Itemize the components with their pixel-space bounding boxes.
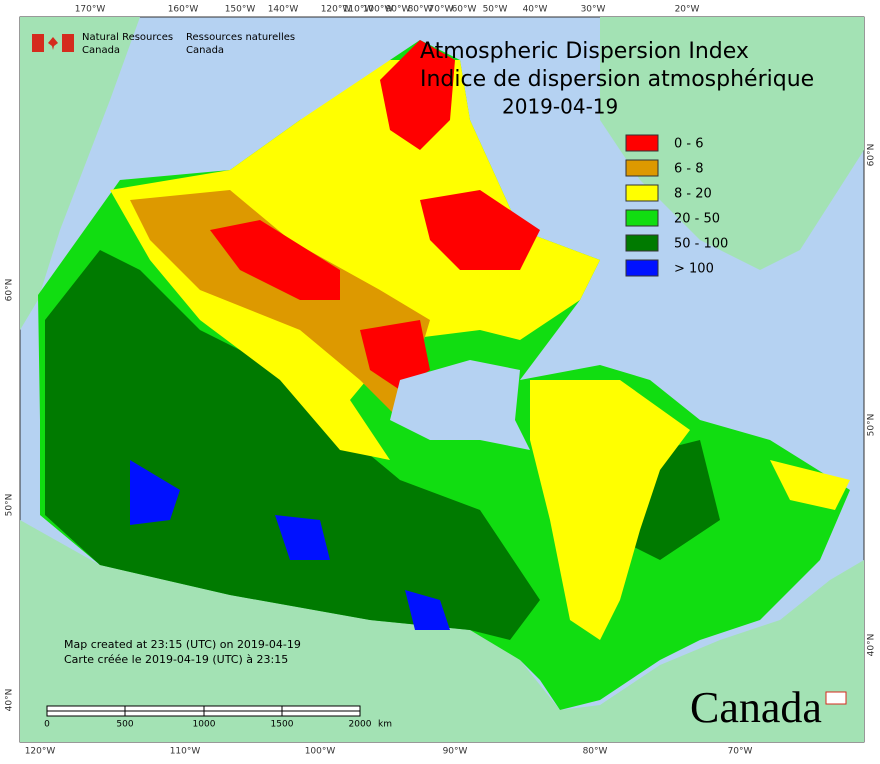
scale-label: 500 <box>116 720 133 730</box>
legend-label: 20 - 50 <box>674 212 720 227</box>
scale-segment <box>203 710 283 717</box>
graticule-label: 100°W <box>305 747 336 757</box>
alaska <box>20 17 140 330</box>
graticule-label: 40°N <box>5 689 15 712</box>
graticule-label: 150°W <box>225 5 256 15</box>
title-date: 2019-04-19 <box>502 95 618 119</box>
graticule-label: 160°W <box>168 5 199 15</box>
org-text: Canada <box>82 45 120 56</box>
graticule-label: 80°W <box>408 5 433 15</box>
graticule-label: 90°W <box>443 747 468 757</box>
zone <box>420 190 540 270</box>
graticule: 170°W 160°W 150°W 140°W 120°W110°W100°W90°W8… <box>5 5 877 757</box>
legend-label: 8 - 20 <box>674 187 712 202</box>
scale-bar: 0 500 1000 1500 2000 km <box>44 705 392 730</box>
org-text: Natural Resources <box>82 32 173 43</box>
graticule-label: 120°W <box>25 747 56 757</box>
wordmark: Canada <box>690 683 822 732</box>
legend-swatch <box>625 259 659 277</box>
zone <box>275 515 330 560</box>
graticule-label: 60°N <box>5 279 15 302</box>
graticule-label: 50°N <box>867 414 877 437</box>
legend-swatch <box>625 134 659 152</box>
graticule-label: 50°N <box>5 494 15 517</box>
scale-segment <box>46 710 126 717</box>
graticule-label: 70°W <box>429 5 454 15</box>
flag-bar <box>62 34 74 52</box>
graticule-label: 60°W <box>452 5 477 15</box>
flag-bar <box>32 34 44 52</box>
greenland <box>600 17 864 270</box>
note: Map created at 23:15 (UTC) on 2019-04-19 <box>64 638 301 651</box>
scale-label: 1500 <box>271 720 294 730</box>
scale-segment <box>281 705 361 712</box>
hudson-bay <box>390 360 530 450</box>
zone <box>405 590 450 630</box>
legend: 0 - 6 6 - 8 8 - 20 20 - 50 50 - 100 > 100 <box>625 134 728 277</box>
scale-label: 1000 <box>193 720 216 730</box>
graticule-label: 40°N <box>867 634 877 657</box>
legend-label: 50 - 100 <box>674 237 728 252</box>
note: Carte créée le 2019-04-19 (UTC) à 23:15 <box>64 653 288 666</box>
maple-leaf <box>48 37 58 50</box>
zone <box>360 320 430 390</box>
usa <box>20 520 864 742</box>
legend-swatch <box>625 234 659 252</box>
legend-swatch <box>625 209 659 227</box>
graticule-label: 40°W <box>523 5 548 15</box>
zone <box>130 190 430 420</box>
wordmark-flag <box>825 691 847 705</box>
zone <box>130 460 180 525</box>
org-text: Canada <box>186 45 224 56</box>
graticule-label: 100°W <box>363 5 394 15</box>
graticule-label: 110°W <box>343 5 374 15</box>
scale-label: 0 <box>44 720 50 730</box>
scale-unit: km <box>378 720 392 730</box>
legend-label: 0 - 6 <box>674 137 704 152</box>
zone <box>530 380 690 640</box>
scale-segment <box>203 705 283 712</box>
zone <box>110 60 600 460</box>
graticule-label: 70°W <box>728 747 753 757</box>
graticule-label: 20°W <box>675 5 700 15</box>
scale-segment <box>124 705 205 712</box>
graticule-label: 80°W <box>583 747 608 757</box>
zone <box>45 250 540 640</box>
legend-swatch <box>625 159 659 177</box>
graticule-label: 120°W <box>321 5 352 15</box>
scale-segment <box>124 710 205 717</box>
graticule-label: 50°W <box>483 5 508 15</box>
graticule-label: 60°N <box>867 144 877 167</box>
graticule-label: 90°W <box>386 5 411 15</box>
title: Indice de dispersion atmosphérique <box>420 67 814 92</box>
scale-segment <box>46 705 126 712</box>
zone <box>210 220 340 300</box>
legend-swatch <box>625 184 659 202</box>
graticule-label: 110°W <box>170 747 201 757</box>
legend-label: 6 - 8 <box>674 162 704 177</box>
legend-label: > 100 <box>674 262 714 277</box>
zone <box>770 460 850 510</box>
graticule-label: 140°W <box>268 5 299 15</box>
graticule-label: 170°W <box>75 5 106 15</box>
title: Atmospheric Dispersion Index <box>420 39 749 64</box>
graticule-label: 30°W <box>581 5 606 15</box>
scale-label: 2000 <box>349 720 372 730</box>
zone <box>380 40 455 150</box>
scale-segment <box>281 710 361 717</box>
org-text: Ressources naturelles <box>186 32 295 43</box>
